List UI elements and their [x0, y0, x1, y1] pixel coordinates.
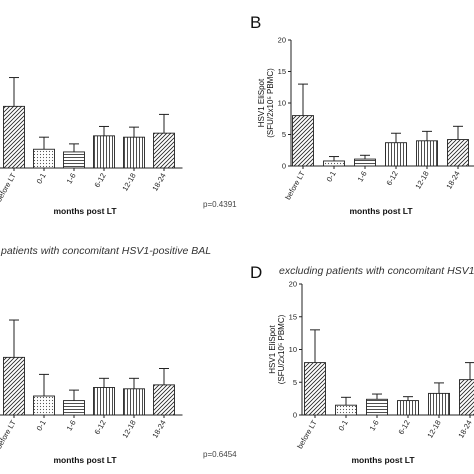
y-tick-label-d-0: 0	[293, 411, 297, 420]
x-tick-label-c-4: 12-18	[120, 419, 137, 440]
bar-a-1	[33, 148, 55, 169]
bar-a-0	[3, 105, 25, 169]
x-axis-label-b: months post LT	[349, 206, 413, 216]
y-tick-label-d-4: 20	[289, 280, 297, 289]
subtitle-c: patients with concomitant HSV1-positive …	[0, 245, 211, 257]
p-value-a: p=0.4391	[203, 200, 237, 209]
x-tick-label-d-4: 12-18	[425, 419, 442, 440]
bar-a-4	[123, 136, 145, 169]
y-axis-label-b: HSV1 EliSpot	[257, 78, 266, 127]
x-tick-label-b-2: 1-6	[356, 170, 369, 184]
bar-d-4	[428, 392, 450, 416]
bar-d-5	[459, 379, 474, 416]
x-axis-label-d: months post LT	[351, 455, 415, 465]
panel-letter-d: D	[250, 263, 262, 282]
bar-b-0	[292, 115, 314, 167]
y-tick-label-d-3: 15	[289, 312, 297, 321]
bar-a-5	[153, 132, 175, 169]
x-tick-label-c-2: 1-6	[65, 419, 78, 433]
x-tick-label-a-2: 1-6	[65, 172, 78, 186]
x-tick-label-b-3: 6-12	[384, 170, 399, 188]
bar-d-3	[397, 400, 419, 416]
bar-c-3	[93, 387, 115, 416]
x-tick-label-b-1: 0-1	[325, 170, 338, 184]
y-tick-label-b-3: 15	[278, 67, 286, 76]
chart-panel-a: before LT 0-1 1-6 6-12 12-18 18-24 months post…	[0, 77, 237, 216]
subtitle-d: excluding patients with concomitant HSV1…	[279, 265, 474, 277]
y-axis-label-d: HSV1 EliSpot	[268, 324, 277, 373]
y-tick-label-d-2: 10	[289, 345, 297, 354]
x-tick-label-b-4: 12-18	[413, 170, 430, 191]
x-tick-label-a-5: 18-24	[150, 172, 167, 193]
x-tick-label-a-4: 12-18	[120, 172, 137, 193]
bar-a-2	[63, 151, 85, 169]
bar-a-3	[93, 135, 115, 169]
y-tick-label-b-4: 20	[278, 36, 286, 45]
x-tick-label-d-2: 1-6	[368, 419, 381, 433]
bar-b-3	[385, 142, 407, 167]
bar-b-2	[354, 158, 376, 167]
x-tick-label-a-0: before LT	[0, 171, 18, 203]
bar-b-1	[323, 160, 345, 167]
x-tick-label-b-5: 18-24	[444, 170, 461, 191]
chart-panel-d: 0 5 10 15 20 HSV1 EliSpot (SFU/2x10⁵ PBMC) befo…	[268, 280, 474, 465]
x-tick-label-c-0: before LT	[0, 418, 18, 450]
x-axis-label-a: months post LT	[53, 206, 117, 216]
y-tick-label-b-1: 5	[282, 130, 286, 139]
p-value-c: p=0.6454	[203, 450, 237, 459]
y-axis-unit-d: (SFU/2x10⁵ PBMC)	[277, 314, 286, 384]
bar-d-2	[366, 398, 388, 416]
x-tick-label-d-3: 6-12	[396, 419, 411, 437]
x-tick-label-c-3: 6-12	[92, 419, 107, 437]
x-tick-label-d-1: 0-1	[337, 419, 350, 433]
x-axis-label-c: months post LT	[53, 455, 117, 465]
chart-panel-c: before LT 0-1 1-6 6-12 12-18 18-24 months post…	[0, 319, 237, 465]
y-tick-label-b-0: 0	[282, 162, 286, 171]
x-tick-label-a-1: 0-1	[35, 172, 48, 186]
x-tick-label-d-5: 18-24	[456, 419, 473, 440]
x-tick-label-d-0: before LT	[295, 418, 319, 450]
bar-c-4	[123, 388, 145, 416]
bar-b-5	[447, 139, 469, 167]
bar-c-2	[63, 400, 85, 416]
bar-c-5	[153, 384, 175, 416]
x-tick-label-b-0: before LT	[283, 169, 307, 201]
bar-d-0	[304, 362, 326, 416]
chart-panel-b: 0 5 10 15 20 HSV1 EliSpot (SFU/2x10⁵ PBMC) befo…	[257, 36, 474, 216]
x-tick-label-c-5: 18-24	[150, 419, 167, 440]
y-tick-label-b-2: 10	[278, 99, 286, 108]
panel-letter-b: B	[250, 13, 261, 32]
bar-d-1	[335, 404, 357, 416]
x-tick-label-c-1: 0-1	[35, 419, 48, 433]
y-axis-unit-b: (SFU/2x10⁵ PBMC)	[266, 68, 275, 138]
y-tick-label-d-1: 5	[293, 378, 297, 387]
bar-b-4	[416, 140, 438, 167]
bar-c-1	[33, 395, 55, 416]
x-tick-label-a-3: 6-12	[92, 172, 107, 190]
bar-c-0	[3, 356, 25, 416]
